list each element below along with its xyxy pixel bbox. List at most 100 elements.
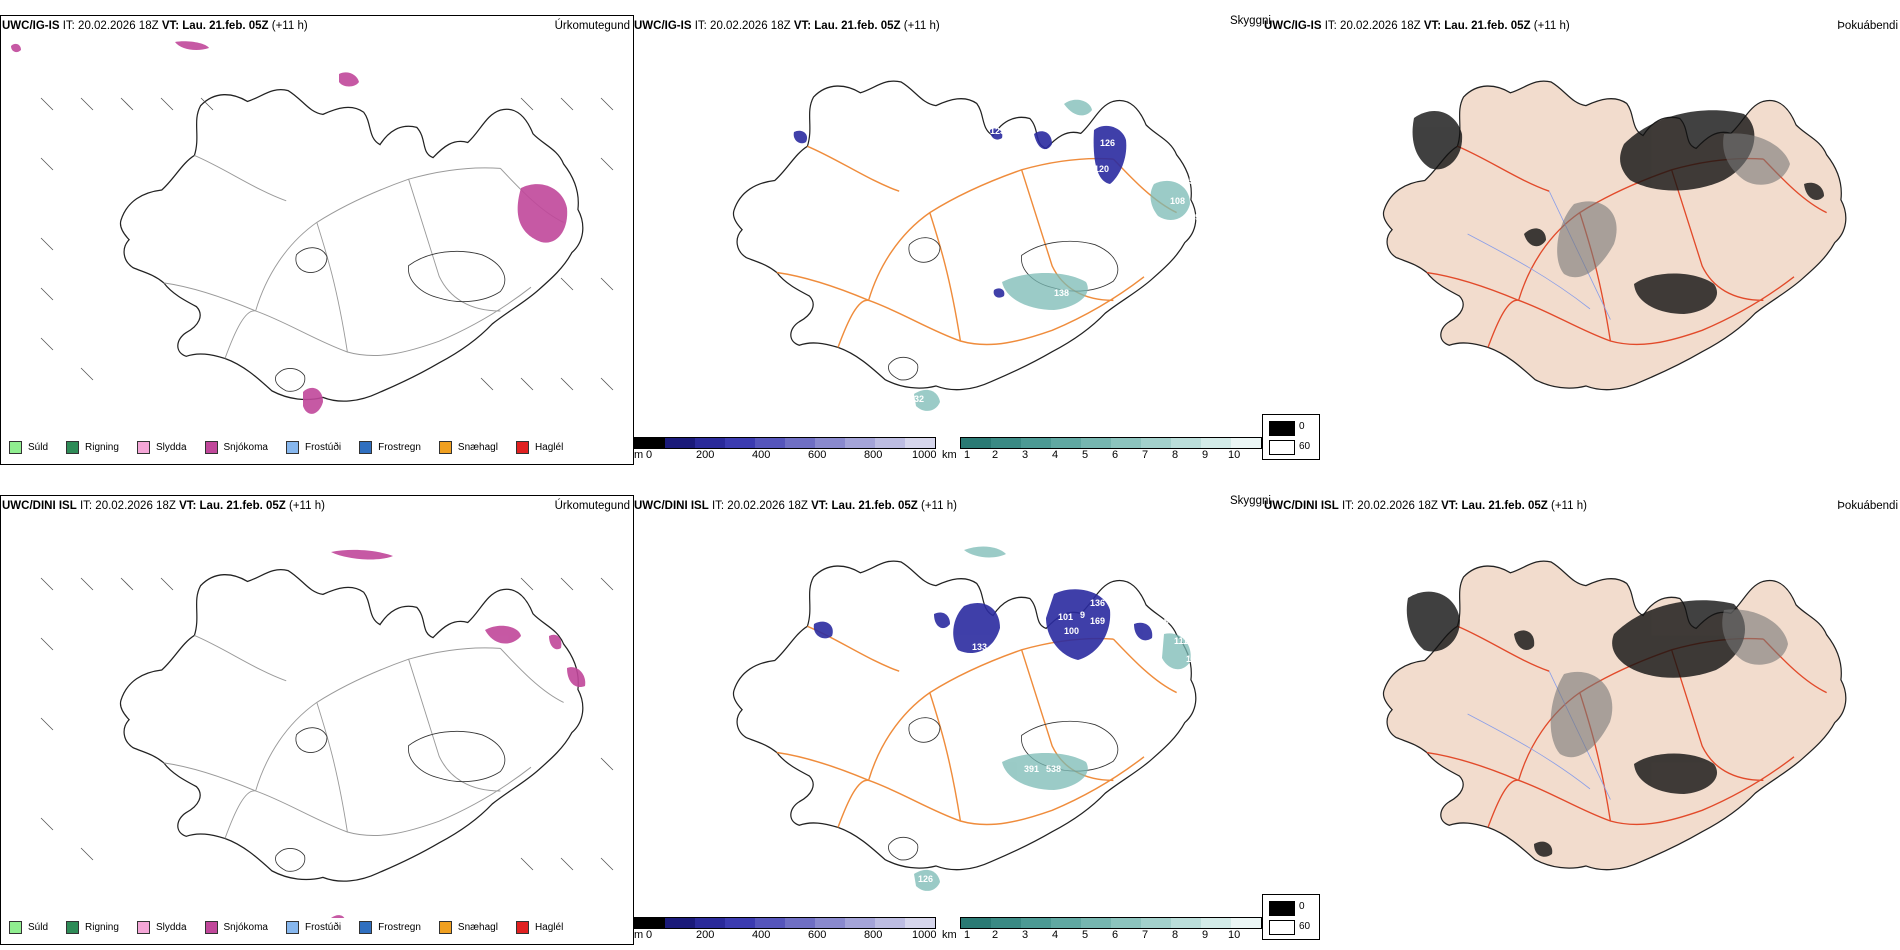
map-value: 100 bbox=[1064, 626, 1079, 636]
model-name: UWC/DINI ISL bbox=[1264, 500, 1339, 512]
panel-title: UWC/IG-IS IT: 20.02.2026 18Z VT: Lau. 21… bbox=[634, 20, 940, 32]
tick-label: 7 bbox=[1142, 929, 1149, 941]
it-label: IT: bbox=[711, 500, 725, 512]
map-value: 32 bbox=[914, 394, 924, 404]
legend-item: Slydda bbox=[136, 441, 187, 454]
precip-type-panel: UWC/DINI ISL IT: 20.02.2026 18Z VT: Lau.… bbox=[0, 495, 634, 945]
unit-label: km bbox=[942, 449, 957, 461]
map-value: 538 bbox=[1046, 764, 1061, 774]
legend-label: Frostúði bbox=[304, 922, 342, 933]
vt-label: VT: bbox=[1423, 20, 1442, 32]
legend-label: Rigning bbox=[85, 922, 119, 933]
fog-legend-label: 0 bbox=[1299, 901, 1305, 912]
map-value: 138 bbox=[1186, 654, 1201, 664]
map-value: 391 bbox=[1024, 764, 1039, 774]
lead-time: (+11 h) bbox=[1551, 500, 1587, 512]
panel-title: UWC/DINI ISL IT: 20.02.2026 18Z VT: Lau.… bbox=[1264, 500, 1587, 512]
fog-legend-swatch bbox=[1269, 421, 1295, 436]
fog-shading bbox=[1412, 110, 1824, 314]
precip-legend: Súld Rigning Slydda Snjókoma Frostúði Fr… bbox=[9, 441, 563, 454]
fog-legend-swatch bbox=[1269, 901, 1295, 916]
legend-swatch bbox=[359, 921, 373, 934]
fog-grey bbox=[1557, 133, 1790, 278]
legend-swatch bbox=[9, 921, 22, 934]
vt-value: Lau. 21.feb. 05Z bbox=[831, 500, 918, 512]
legend-label: Frostregn bbox=[378, 442, 421, 453]
fog-legend-label: 60 bbox=[1299, 441, 1311, 452]
model-name: UWC/IG-IS bbox=[634, 20, 692, 32]
tick-label: 6 bbox=[1112, 449, 1119, 461]
fog-legend-label: 0 bbox=[1299, 421, 1305, 432]
it-value: 20.02.2026 18Z bbox=[95, 500, 176, 512]
fog-panel: UWC/IG-IS IT: 20.02.2026 18Z VT: Lau. 21… bbox=[1262, 0, 1900, 470]
tick-label: 9 bbox=[1202, 929, 1209, 941]
lead-time: (+11 h) bbox=[289, 500, 325, 512]
vt-label: VT: bbox=[793, 20, 812, 32]
vt-value: Lau. 21.feb. 05Z bbox=[814, 20, 901, 32]
tick-label: 200 bbox=[696, 929, 715, 941]
legend-item: Haglél bbox=[515, 441, 564, 454]
forecast-row-2: UWC/DINI ISL IT: 20.02.2026 18Z VT: Lau.… bbox=[0, 480, 1900, 950]
legend-label: Frostúði bbox=[304, 442, 342, 453]
legend-label: Snæhagl bbox=[457, 922, 498, 933]
fog-panel: UWC/DINI ISL IT: 20.02.2026 18Z VT: Lau.… bbox=[1262, 480, 1900, 950]
lead-time: (+11 h) bbox=[921, 500, 957, 512]
vt-label: VT: bbox=[811, 500, 829, 512]
legend-swatch bbox=[204, 441, 218, 454]
legend-swatch bbox=[66, 921, 80, 934]
map-value-labels: 136 133 101 169 9 138 133 391 538 111 95… bbox=[834, 598, 1201, 884]
tick-label: 4 bbox=[1052, 449, 1059, 461]
it-value: 20.02.2026 18Z bbox=[710, 20, 791, 32]
map-value: 138 bbox=[946, 602, 961, 612]
legend-swatch bbox=[136, 441, 150, 454]
model-name: UWC/DINI ISL bbox=[634, 500, 709, 512]
legend-item: Snæhagl bbox=[438, 441, 498, 454]
tick-label: 3 bbox=[1022, 449, 1029, 461]
teal-areas bbox=[914, 99, 1190, 411]
visibility-km-colorbar bbox=[960, 437, 1262, 449]
fog-legend: 0 60 bbox=[1262, 414, 1320, 460]
map-value: 120 bbox=[1094, 164, 1109, 174]
tick-label: 2 bbox=[992, 449, 999, 461]
fog-label: Þokuábendi bbox=[1837, 500, 1898, 512]
tick-label: 2 bbox=[992, 929, 999, 941]
precip-type-map bbox=[40, 549, 614, 918]
tick-label: 600 bbox=[808, 449, 827, 461]
precip-type-label: Úrkomutegund bbox=[554, 20, 630, 32]
vt-label: VT: bbox=[161, 20, 180, 32]
legend-item: Súld bbox=[9, 441, 48, 454]
visibility-km-colorbar bbox=[960, 917, 1262, 929]
precip-type-map bbox=[11, 41, 614, 414]
it-label: IT: bbox=[79, 500, 93, 512]
visibility-panel: UWC/IG-IS IT: 20.02.2026 18Z VT: Lau. 21… bbox=[634, 0, 1271, 470]
legend-swatch bbox=[204, 921, 218, 934]
tick-label: 9 bbox=[1202, 449, 1209, 461]
legend-swatch bbox=[438, 441, 452, 454]
fog-legend-label: 60 bbox=[1299, 921, 1311, 932]
tick-label: 10 bbox=[1228, 929, 1241, 941]
legend-item: Haglél bbox=[515, 921, 563, 934]
it-value: 20.02.2026 18Z bbox=[78, 20, 159, 32]
visibility-panel: UWC/DINI ISL IT: 20.02.2026 18Z VT: Lau.… bbox=[634, 480, 1271, 950]
visibility-label: Skyggni bbox=[1230, 15, 1271, 27]
legend-item: Frostregn bbox=[359, 921, 421, 934]
legend-item: Snjókoma bbox=[204, 921, 268, 934]
vt-value: Lau. 21.feb. 05Z bbox=[182, 20, 269, 32]
it-value: 20.02.2026 18Z bbox=[1357, 500, 1438, 512]
legend-item: Rigning bbox=[66, 441, 119, 454]
visibility-m-ticks: m 0 200 400 600 800 1000 bbox=[634, 449, 944, 463]
visibility-map: 136 133 101 169 9 138 133 391 538 111 95… bbox=[732, 546, 1201, 891]
legend-swatch bbox=[515, 441, 529, 454]
precip-type-panel: UWC/IG-IS IT: 20.02.2026 18Z VT: Lau. 21… bbox=[0, 15, 634, 465]
legend-label: Haglél bbox=[534, 442, 564, 453]
tick-label: 800 bbox=[864, 929, 883, 941]
panel-title: UWC/DINI ISL IT: 20.02.2026 18Z VT: Lau.… bbox=[2, 500, 325, 512]
legend-label: Slydda bbox=[155, 442, 187, 453]
map-value: 97 bbox=[922, 152, 932, 162]
legend-item: Frostúði bbox=[285, 921, 342, 934]
map-value: 111 bbox=[1174, 636, 1188, 646]
map-value: 133 bbox=[972, 642, 987, 652]
visibility-m-ticks: m 0 200 400 600 800 1000 bbox=[634, 929, 944, 943]
map-value: 133 bbox=[1104, 184, 1119, 194]
it-value: 20.02.2026 18Z bbox=[1340, 20, 1421, 32]
